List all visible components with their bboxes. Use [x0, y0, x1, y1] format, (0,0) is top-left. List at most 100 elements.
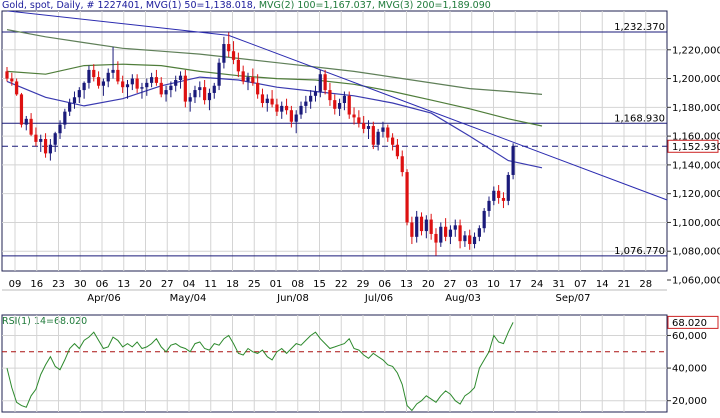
price-tick-label: 1,160,000: [672, 132, 720, 143]
candle-body: [304, 101, 308, 106]
candle-body: [227, 44, 231, 52]
candle-body: [429, 219, 433, 234]
last-price-box: [667, 139, 719, 153]
candle-body: [241, 71, 245, 82]
candle-body: [10, 78, 14, 82]
rsi-last-label: 68.020: [672, 318, 707, 329]
x-tick-label: 03: [465, 279, 478, 290]
candle-body: [111, 69, 115, 73]
month-label: Aug/03: [445, 293, 481, 304]
chart-frames: [1, 10, 668, 413]
candle-body: [260, 94, 265, 104]
rsi-header: RSI(1) 14=68.020: [2, 316, 87, 327]
candle-body: [130, 78, 134, 85]
x-tick-label: 18: [226, 279, 239, 290]
header-last: # 1227401: [87, 0, 140, 11]
candle-body: [58, 124, 62, 134]
candle-body: [193, 90, 197, 98]
candle-body: [439, 226, 443, 243]
candle-body: [174, 79, 178, 86]
candle-body: [106, 72, 110, 82]
x-tick-label: 27: [161, 279, 174, 290]
candle-body: [183, 75, 187, 102]
candle-body: [424, 219, 428, 232]
month-label: Apr/06: [87, 293, 120, 304]
x-tick-label: 25: [248, 279, 261, 290]
candle-body: [497, 190, 501, 198]
rsi-last-box: [667, 315, 719, 329]
candle-body: [386, 127, 390, 138]
price-tick-label: 1,120,000: [672, 189, 720, 200]
x-tick-label: 22: [335, 279, 348, 290]
candle-body: [15, 81, 19, 95]
candle-body: [101, 81, 105, 86]
candle-body: [468, 235, 472, 245]
x-tick-label: 24: [531, 279, 544, 290]
candle-body: [444, 226, 448, 237]
candle-body: [405, 172, 409, 223]
candle-body: [410, 222, 414, 237]
price-tick-label: 1,200,000: [672, 74, 720, 85]
candle-body: [154, 77, 159, 83]
candle-body: [29, 118, 33, 135]
x-tick-label: 13: [400, 279, 413, 290]
candle-body: [472, 236, 477, 245]
header-ma1: MVG(1) 50=1,138.018,: [146, 0, 256, 11]
candle-body: [458, 225, 462, 242]
x-tick-label: 10: [487, 279, 500, 290]
x-tick-label: 31: [552, 279, 565, 290]
candle-body: [188, 97, 192, 102]
candle-body: [511, 146, 515, 175]
candle-body: [280, 105, 284, 112]
candle-body: [236, 59, 240, 72]
rsi-panel: 20,000 40,000 60,000 68.020: [2, 315, 719, 412]
moving-average-line: [6, 29, 543, 95]
candle-body: [246, 77, 250, 82]
candle-body: [284, 105, 289, 111]
candle-body: [352, 114, 356, 118]
header-sep: ,: [50, 0, 56, 11]
candle-body: [207, 92, 212, 101]
month-label: Jun/08: [276, 293, 309, 304]
candle-body: [19, 94, 24, 125]
candle-body: [391, 137, 395, 145]
candle-body: [96, 77, 101, 86]
candle-body: [5, 71, 9, 79]
price-tick-label: 1,180,000: [672, 103, 720, 114]
candle-body: [164, 90, 168, 95]
candle-body: [299, 105, 303, 115]
candle-body: [72, 97, 77, 104]
level-label: 1,232.370: [614, 22, 665, 33]
rsi-tick-label: 60,000: [672, 331, 707, 342]
candle-body: [415, 216, 419, 237]
candle-body: [212, 85, 216, 93]
candle-body: [24, 118, 28, 125]
x-tick-label: 20: [139, 279, 152, 290]
candle-body: [231, 51, 236, 60]
x-tick-label: 21: [618, 279, 631, 290]
candle-body: [381, 127, 385, 132]
moving-average-line: [6, 63, 543, 127]
header-ma2: MVG(2) 100=1,167.037,: [259, 0, 375, 11]
candle-body: [434, 233, 438, 243]
candle-body: [48, 144, 52, 154]
candle-body: [477, 228, 481, 237]
x-tick-label: 13: [117, 279, 130, 290]
x-tick-label: 04: [183, 279, 196, 290]
rsi-tick-label: 20,000: [672, 396, 707, 407]
candles: [5, 32, 515, 256]
candle-body: [256, 82, 260, 95]
x-tick-label: 07: [574, 279, 587, 290]
candle-body: [419, 216, 424, 232]
candle-body: [371, 126, 375, 145]
candle-body: [116, 69, 120, 82]
x-tick-label: 08: [291, 279, 304, 290]
x-tick-label: 28: [639, 279, 652, 290]
candle-body: [453, 225, 457, 230]
candle-body: [77, 90, 81, 98]
x-tick-label: 14: [596, 279, 609, 290]
x-tick-label: 30: [74, 279, 87, 290]
candle-body: [400, 156, 404, 173]
candle-body: [501, 197, 506, 201]
